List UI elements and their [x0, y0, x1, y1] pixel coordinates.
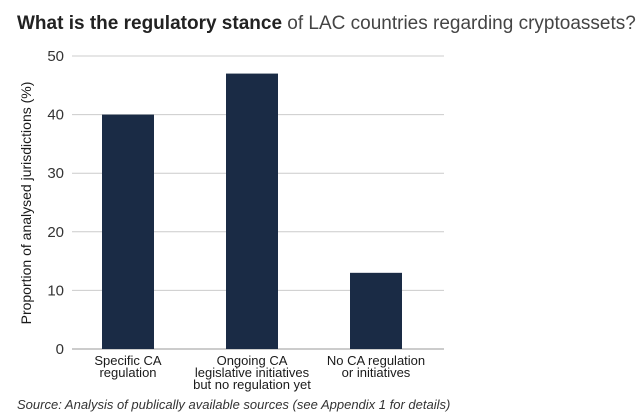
category-label: or initiatives	[342, 365, 411, 380]
y-tick-label: 30	[47, 165, 64, 182]
y-tick-label: 10	[47, 282, 64, 299]
chart-title: What is the regulatory stance of LAC cou…	[17, 13, 636, 35]
bar	[226, 73, 278, 349]
source-note: Source: Analysis of publically available…	[17, 397, 451, 412]
y-tick-label: 0	[56, 341, 64, 358]
category-label: No CA regulation	[327, 353, 425, 368]
category-label: Ongoing CA	[217, 353, 288, 368]
y-tick-label: 20	[47, 224, 64, 241]
bar	[350, 272, 402, 349]
category-label: regulation	[99, 365, 156, 380]
y-axis-title: Proportion of analysed jurisdictions (%)	[18, 82, 34, 325]
y-tick-label: 40	[47, 107, 64, 124]
y-tick-labels: 0 10 20 30 40 50	[47, 48, 64, 358]
bar	[102, 114, 154, 349]
category-label: Specific CA	[94, 353, 162, 368]
category-label: but no regulation yet	[193, 377, 311, 392]
y-tick-label: 50	[47, 48, 64, 65]
chart-title-bold: What is the regulatory stance	[17, 13, 283, 34]
chart-title-rest: of LAC countries regarding cryptoassets?	[282, 13, 636, 34]
bars	[102, 73, 402, 349]
category-label: legislative initiatives	[195, 365, 310, 380]
